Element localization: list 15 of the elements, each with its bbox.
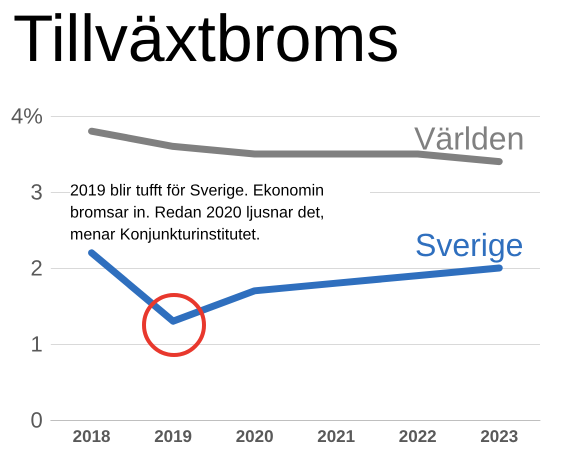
series-label: Sverige (414, 227, 524, 263)
y-tick-label: 1 (30, 332, 43, 356)
y-tick-label: 3 (30, 180, 43, 204)
chart-title: Tillväxtbroms (13, 1, 400, 75)
y-tick-label: 0 (30, 408, 43, 432)
x-tick-label: 2020 (236, 427, 274, 446)
x-tick-label: 2021 (317, 427, 356, 446)
x-tick-label: 2022 (398, 427, 437, 446)
y-tick-label: 4% (11, 104, 43, 128)
x-tick-label: 2023 (480, 427, 518, 446)
annotation: 2019 blir tufft för Sverige. Ekonomin bromsar in. Redan 2020 ljusnar det, menar Konjunkturinstitutet. (70, 182, 329, 244)
x-tick-label: 2018 (72, 427, 110, 446)
series-label: Världen (414, 120, 524, 157)
y-tick-label: 2 (30, 256, 43, 280)
x-tick-label: 2019 (154, 427, 192, 446)
